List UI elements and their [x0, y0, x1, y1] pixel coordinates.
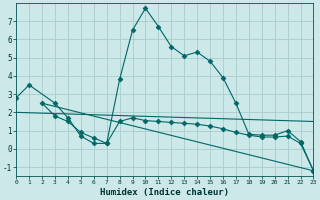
- X-axis label: Humidex (Indice chaleur): Humidex (Indice chaleur): [100, 188, 229, 197]
